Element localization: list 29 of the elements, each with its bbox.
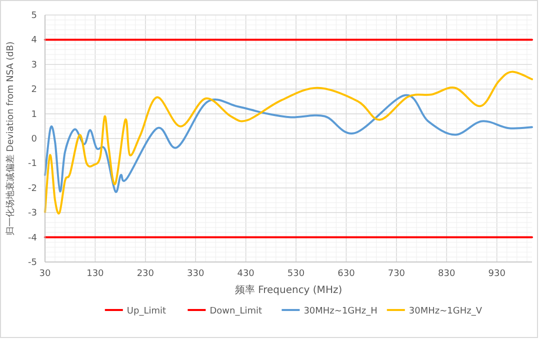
x-tick-label: 230: [136, 269, 154, 279]
legend-label: 30MHz~1GHz_H: [304, 306, 378, 316]
y-tick-label: 5: [31, 11, 37, 21]
y-tick-label: -3: [28, 208, 37, 219]
x-tick-label: 730: [388, 269, 406, 279]
legend-label: Down_Limit: [210, 306, 262, 316]
y-tick-label: 4: [31, 36, 38, 46]
y-tick-label: 3: [31, 60, 37, 70]
x-tick-label: 530: [287, 269, 305, 279]
line-series: [44, 94, 533, 193]
y-tick-label: 1: [31, 110, 37, 120]
x-tick-label: 130: [86, 269, 104, 279]
x-tick-label: 430: [237, 269, 255, 279]
y-tick-label: -1: [28, 159, 37, 170]
y-tick-label: -5: [28, 258, 37, 268]
y-tick-label: -2: [28, 184, 37, 194]
legend-label: Up_Limit: [126, 306, 166, 316]
y-tick-label: -4: [28, 233, 38, 244]
x-tick-label: 930: [488, 269, 506, 279]
x-tick-label: 830: [438, 269, 456, 279]
y-axis-title: 归一化场地衰减偏差 Deviation from NSA (dB): [5, 41, 16, 236]
line-series: [44, 70, 533, 214]
y-tick-label: 2: [31, 85, 37, 96]
legend-label: 30MHz~1GHz_V: [408, 306, 483, 316]
x-tick-label: 630: [338, 269, 356, 279]
y-tick-label: 0: [31, 134, 38, 144]
x-tick-label: 330: [187, 269, 204, 279]
x-tick-label: 30: [39, 269, 51, 279]
x-axis-title: 频率 Frequency (MHz): [234, 284, 342, 296]
